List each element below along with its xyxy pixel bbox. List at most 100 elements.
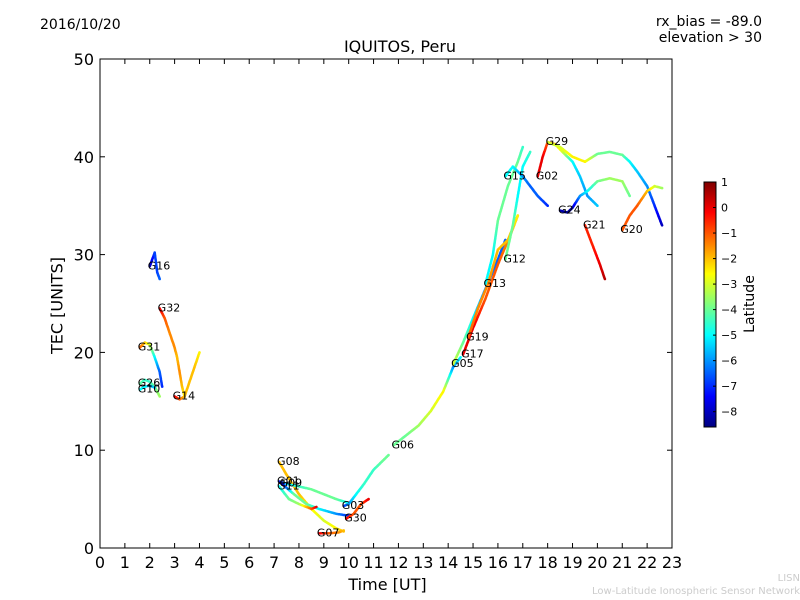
y-axis-label: TEC [UNITS] (47, 257, 67, 354)
x-tick-label: 14 (438, 553, 458, 572)
y-axis: 0 10 20 30 40 50 (74, 50, 672, 558)
satellite-label: G08 (277, 455, 300, 468)
series-g26 (138, 378, 161, 398)
satellite-label: G29 (546, 135, 569, 148)
x-tick-label: 16 (488, 553, 508, 572)
x-tick-label: 9 (319, 553, 329, 572)
y-tick-label: 10 (74, 441, 94, 460)
series-g16 (148, 251, 161, 281)
colorbar-tick-label: 0 (721, 202, 728, 215)
data-point (387, 453, 390, 457)
series-g14 (173, 351, 201, 401)
colorbar-tick-label: −4 (721, 304, 737, 317)
satellite-label: G26 (138, 377, 161, 390)
data-point (660, 224, 664, 227)
y-tick-label: 0 (84, 539, 94, 558)
x-tick-label: 23 (662, 553, 682, 572)
x-tick-label: 12 (388, 553, 408, 572)
series-g19 (466, 214, 520, 340)
data-point (198, 351, 201, 354)
satellite-label: G17 (461, 347, 484, 360)
colorbar-tick-label: −3 (721, 278, 737, 291)
data-point (628, 194, 631, 198)
x-tick-label: 18 (537, 553, 557, 572)
colorbar-tick-label: −1 (721, 227, 737, 240)
y-tick-label: 50 (74, 50, 94, 69)
satellite-label: G20 (620, 223, 643, 236)
series-g06 (392, 356, 462, 447)
x-tick-label: 4 (194, 553, 204, 572)
colorbar-tick-label: −6 (721, 355, 737, 368)
y-tick-label: 20 (74, 343, 94, 362)
data-point (367, 497, 370, 501)
receiver-info: rx_bias = -89.0 elevation > 30 (656, 14, 762, 46)
satellite-label: G16 (148, 259, 171, 272)
satellite-label: G24 (558, 204, 581, 217)
plot-frame (99, 58, 673, 549)
x-axis: 0 1 2 3 4 5 6 7 8 9 10 11 12 13 14 15 16 17 18 19 20 21 22 23 (95, 59, 682, 572)
data-point (596, 204, 599, 207)
series-g31 (138, 341, 164, 388)
series-g21 (583, 224, 607, 281)
series-g24 (558, 177, 631, 214)
colorbar-tick-label: −2 (721, 253, 737, 266)
data-point (660, 186, 664, 190)
rx-bias-label: rx_bias = -89.0 (655, 14, 762, 30)
y-tick-label: 40 (74, 148, 94, 167)
data-point (521, 145, 525, 149)
satellite-label: G21 (583, 218, 606, 231)
colorbar-tick-label: −8 (721, 406, 737, 419)
series-g20 (621, 184, 664, 232)
x-tick-label: 1 (120, 553, 130, 572)
series-g13 (484, 145, 525, 286)
data-point (603, 277, 607, 281)
data-point (158, 277, 161, 281)
satellite-label: G07 (317, 526, 340, 539)
series-g12 (504, 150, 532, 261)
data-point (546, 204, 549, 207)
satellite-label: G02 (536, 169, 559, 182)
credit-network: Low-Latitude Ionospheric Sensor Network (592, 586, 800, 597)
x-tick-label: 19 (562, 553, 582, 572)
series-g03 (342, 453, 390, 508)
series-g30 (344, 497, 370, 520)
series-g11 (277, 485, 318, 511)
x-tick-label: 15 (463, 553, 483, 572)
satellite-label: G06 (391, 438, 414, 451)
x-tick-label: 20 (587, 553, 607, 572)
x-tick-label: 0 (95, 553, 105, 572)
satellite-label: G01 (277, 474, 300, 487)
satellite-label: G03 (342, 499, 365, 512)
satellite-label: G15 (503, 169, 526, 182)
x-tick-label: 5 (219, 553, 229, 572)
credit-lisn: LISN (777, 573, 800, 584)
date-label: 2016/10/20 (40, 17, 121, 33)
satellite-label: G11 (277, 479, 300, 492)
x-tick-label: 21 (612, 553, 632, 572)
credit: LISN Low-Latitude Ionospheric Sensor Net… (592, 572, 800, 598)
x-tick-label: 2 (145, 553, 155, 572)
colorbar-label: Latitude (742, 275, 758, 333)
colorbar (703, 181, 717, 428)
satellite-label: G30 (344, 512, 367, 525)
y-tick-label: 30 (74, 246, 94, 265)
data-point (528, 150, 532, 154)
series-g29 (546, 140, 664, 227)
series-g01 (277, 480, 351, 505)
colorbar-ticks: 1 0 −1 −2 −3 −4 −5 −6 −7 −8 (713, 176, 737, 419)
satellite-label: G31 (138, 341, 161, 354)
data-point (160, 385, 164, 388)
data-point (315, 505, 318, 509)
satellite-label: G12 (503, 252, 526, 265)
x-tick-label: 13 (413, 553, 433, 572)
satellite-label: G05 (451, 357, 474, 370)
x-tick-label: 11 (363, 553, 383, 572)
x-tick-label: 10 (339, 553, 359, 572)
plot-marks (138, 140, 664, 535)
x-axis-label: Time [UT] (348, 575, 427, 594)
x-tick-label: 7 (269, 553, 279, 572)
data-point (158, 395, 161, 398)
series-g10 (138, 384, 156, 391)
